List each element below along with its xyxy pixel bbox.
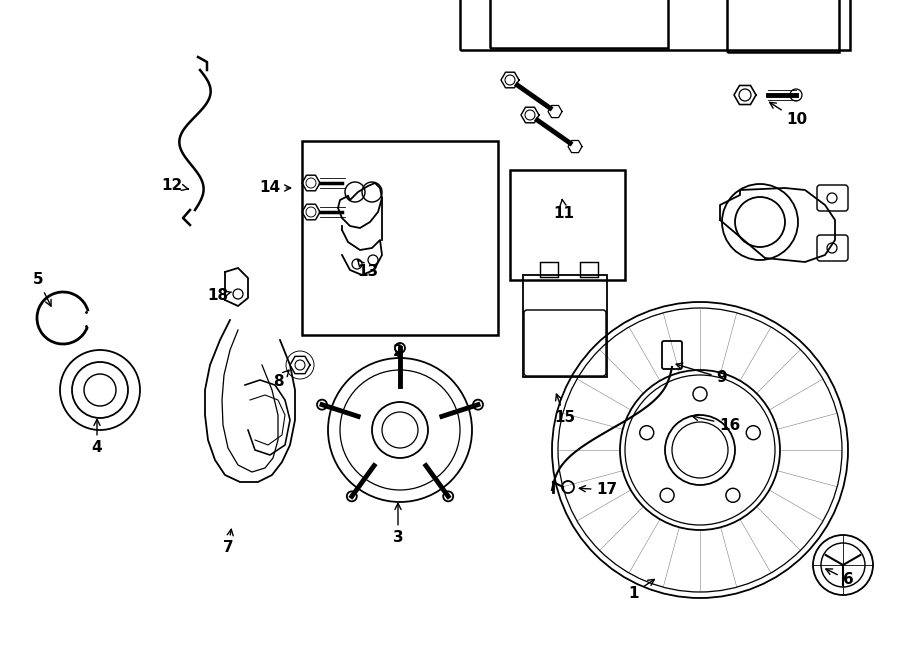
Circle shape: [395, 343, 405, 353]
Bar: [490, 0, 668, 48]
Bar: [460, 0, 850, 50]
Text: 13: 13: [357, 260, 379, 280]
Circle shape: [443, 491, 454, 501]
Text: 11: 11: [554, 200, 574, 221]
Circle shape: [317, 400, 327, 410]
Text: 6: 6: [826, 569, 853, 588]
Text: 5: 5: [32, 272, 51, 306]
Text: 17: 17: [580, 483, 617, 498]
Bar: [580, 262, 598, 277]
Text: 9: 9: [676, 363, 727, 385]
Bar: [540, 262, 558, 277]
Text: 16: 16: [692, 414, 741, 432]
Text: 14: 14: [259, 180, 291, 196]
Bar: [510, 170, 625, 280]
Text: 1: 1: [629, 580, 654, 600]
Text: 7: 7: [222, 529, 233, 555]
Circle shape: [473, 400, 483, 410]
Text: 18: 18: [207, 288, 231, 303]
Text: 15: 15: [554, 394, 576, 426]
Text: 2: 2: [392, 344, 403, 360]
Text: 3: 3: [392, 503, 403, 545]
Text: 10: 10: [770, 102, 807, 128]
Text: 4: 4: [92, 419, 103, 455]
Circle shape: [346, 491, 356, 501]
Text: 12: 12: [161, 178, 188, 192]
Bar: [302, 141, 498, 335]
Bar: [727, 0, 839, 52]
Text: 8: 8: [273, 370, 289, 389]
